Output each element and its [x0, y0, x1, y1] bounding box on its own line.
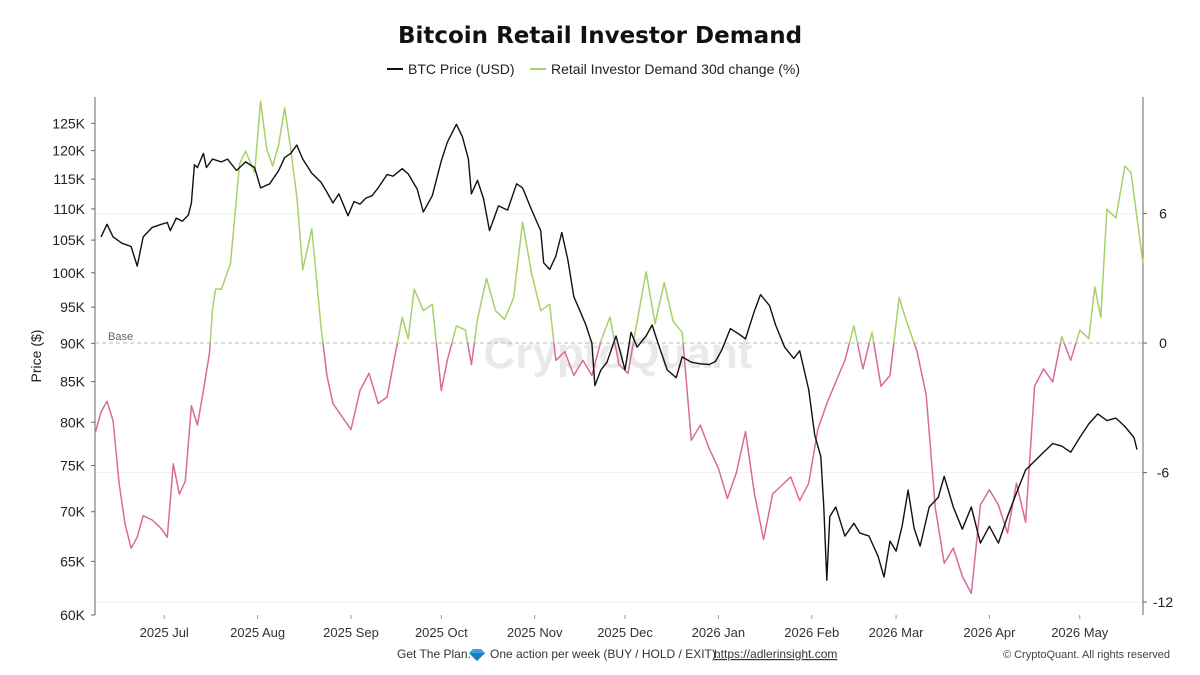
chart-title: Bitcoin Retail Investor Demand	[398, 23, 802, 49]
left-tick-label: 80K	[60, 414, 86, 430]
left-tick-label: 85K	[60, 374, 86, 390]
watermark: CryptoQuant	[484, 329, 753, 378]
left-tick-label: 95K	[60, 299, 86, 315]
x-tick-label: 2025 Dec	[597, 625, 653, 640]
legend: BTC Price (USD) Retail Investor Demand 3…	[387, 61, 800, 77]
left-tick-label: 110K	[53, 201, 85, 217]
demand-segment-negative	[435, 342, 453, 392]
x-tick-label: 2025 Aug	[230, 625, 285, 640]
x-tick-label: 2025 Sep	[323, 625, 379, 640]
demand-segment-negative	[1063, 342, 1077, 362]
legend-price-label: BTC Price (USD)	[408, 61, 515, 77]
left-tick-label: 90K	[60, 335, 86, 351]
demand-segment-positive	[848, 325, 859, 344]
left-tick-label: 100K	[52, 265, 85, 281]
footer-promo: Get The Plan.	[397, 647, 471, 661]
demand-segment-negative	[682, 342, 851, 541]
x-tick-label: 2025 Jul	[140, 625, 189, 640]
demand-segment-positive	[473, 221, 555, 344]
demand-segment-positive	[396, 288, 438, 344]
y-axis-title: Price ($)	[28, 330, 44, 383]
x-tick-label: 2026 May	[1051, 625, 1109, 640]
left-tick-label: 60K	[60, 607, 86, 623]
x-tick-label: 2026 Apr	[963, 625, 1016, 640]
right-tick-label: -12	[1153, 594, 1173, 610]
left-tick-label: 65K	[60, 553, 86, 569]
legend-demand-label: Retail Investor Demand 30d change (%)	[551, 61, 800, 77]
x-tick-label: 2025 Nov	[507, 625, 563, 640]
right-tick-label: 0	[1159, 335, 1167, 351]
footer: Get The Plan. One action per week (BUY /…	[397, 647, 1170, 661]
left-axis-ticks: 125K 120K 115K 110K 105K 100K 95K 90K 85K 80K 75K 7…	[52, 115, 95, 623]
footer-link[interactable]: https://adlerinsight.com	[714, 647, 837, 661]
x-axis-ticks: 2025 Jul 2025 Aug 2025 Sep 2025 Oct 2025 Nov…	[140, 615, 1109, 640]
diamond-icon	[469, 649, 485, 661]
demand-segment-positive	[893, 296, 915, 344]
left-tick-label: 120K	[52, 143, 85, 159]
left-tick-label: 70K	[60, 504, 86, 520]
base-line: Base	[95, 331, 1143, 344]
demand-segment-negative	[466, 342, 476, 366]
demand-segment-positive	[599, 316, 616, 344]
x-tick-label: 2026 Feb	[784, 625, 839, 640]
demand-segment-negative	[94, 343, 211, 549]
demand-segment-positive	[1075, 165, 1144, 344]
demand-segment-positive	[209, 100, 324, 344]
demand-segment-positive	[632, 271, 684, 344]
x-tick-label: 2026 Mar	[869, 625, 925, 640]
series-line-btc-price	[100, 123, 1138, 581]
left-tick-label: 75K	[60, 458, 86, 474]
x-tick-label: 2025 Oct	[415, 625, 468, 640]
left-tick-label: 125K	[52, 115, 85, 131]
demand-segment-negative	[873, 342, 895, 387]
demand-series	[94, 100, 1144, 595]
footer-copyright: © CryptoQuant. All rights reserved	[1003, 649, 1170, 661]
footer-tagline: One action per week (BUY / HOLD / EXIT).	[490, 647, 719, 661]
demand-segment-negative	[553, 342, 602, 377]
base-label: Base	[108, 331, 133, 343]
demand-segment-positive	[1059, 335, 1065, 344]
demand-segment-negative	[322, 342, 399, 431]
left-tick-label: 115K	[53, 171, 85, 187]
right-tick-label: 6	[1159, 206, 1167, 222]
right-tick-label: -6	[1157, 465, 1170, 481]
demand-segment-positive	[451, 325, 469, 344]
demand-segment-negative	[913, 342, 1062, 595]
left-tick-label: 105K	[52, 232, 85, 248]
demand-segment-negative	[614, 342, 635, 375]
right-axis-ticks: 6 0 -6 -12	[1143, 206, 1173, 610]
demand-segment-positive	[868, 331, 875, 344]
grid	[95, 213, 1143, 603]
x-tick-label: 2026 Jan	[692, 625, 746, 640]
demand-segment-negative	[856, 342, 871, 370]
